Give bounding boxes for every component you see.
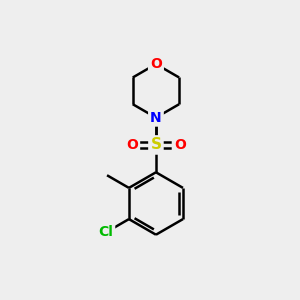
Text: Cl: Cl (98, 226, 113, 239)
Text: O: O (150, 57, 162, 71)
Text: N: N (150, 111, 162, 124)
Text: O: O (174, 138, 186, 152)
Text: S: S (150, 137, 161, 152)
Text: O: O (126, 138, 138, 152)
